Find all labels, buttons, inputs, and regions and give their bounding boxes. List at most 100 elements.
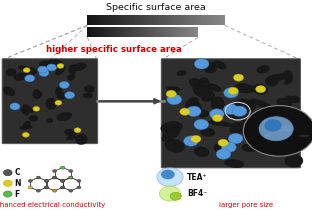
Bar [133, 27, 134, 37]
Circle shape [77, 179, 81, 182]
Circle shape [33, 106, 40, 111]
Bar [101, 27, 103, 37]
Bar [89, 27, 90, 37]
Bar [105, 27, 107, 37]
Circle shape [52, 176, 57, 179]
Bar [202, 15, 204, 25]
Bar [177, 27, 179, 37]
Bar [91, 27, 93, 37]
Bar [144, 27, 145, 37]
Bar [173, 27, 175, 37]
Ellipse shape [224, 159, 244, 168]
Circle shape [52, 189, 57, 192]
Circle shape [44, 179, 49, 182]
Ellipse shape [251, 99, 273, 109]
Circle shape [191, 136, 201, 143]
Ellipse shape [198, 110, 209, 117]
Circle shape [59, 81, 69, 88]
Ellipse shape [222, 106, 241, 119]
Bar [187, 27, 188, 37]
Circle shape [184, 136, 198, 146]
Circle shape [228, 133, 243, 144]
Ellipse shape [34, 91, 42, 96]
Bar [132, 15, 134, 25]
Ellipse shape [20, 126, 32, 129]
Text: BF4⁻: BF4⁻ [187, 189, 207, 198]
Circle shape [61, 186, 65, 189]
Bar [111, 15, 113, 25]
Bar [183, 15, 185, 25]
Bar [156, 15, 158, 25]
Bar [157, 27, 158, 37]
Bar [190, 27, 191, 37]
Bar [180, 27, 182, 37]
Circle shape [39, 69, 49, 76]
Circle shape [212, 114, 222, 122]
Bar [168, 15, 170, 25]
Bar [122, 27, 123, 37]
Bar [166, 27, 168, 37]
Bar [93, 27, 94, 37]
Circle shape [28, 179, 32, 182]
Ellipse shape [234, 99, 256, 112]
Text: enhanced electrical conductivity: enhanced electrical conductivity [0, 202, 105, 208]
Ellipse shape [275, 125, 284, 132]
Bar [128, 27, 129, 37]
Ellipse shape [67, 74, 75, 80]
Ellipse shape [71, 63, 86, 71]
Circle shape [25, 75, 35, 82]
Bar [176, 27, 177, 37]
Bar [173, 15, 175, 25]
Circle shape [36, 189, 41, 192]
Ellipse shape [47, 59, 62, 67]
Ellipse shape [221, 140, 232, 152]
Ellipse shape [267, 74, 288, 81]
Circle shape [22, 132, 29, 137]
Circle shape [77, 186, 81, 189]
Bar [130, 27, 132, 37]
Bar [87, 15, 89, 25]
Bar [120, 15, 122, 25]
Ellipse shape [285, 155, 303, 167]
Circle shape [44, 179, 49, 182]
Bar [172, 15, 173, 25]
Bar [180, 15, 182, 25]
Bar [187, 15, 188, 25]
Bar [177, 15, 178, 25]
Circle shape [46, 64, 56, 71]
Bar [185, 15, 187, 25]
Bar [194, 27, 195, 37]
Circle shape [194, 59, 209, 69]
Bar [206, 15, 207, 25]
Ellipse shape [211, 97, 225, 114]
Bar [100, 27, 101, 37]
Circle shape [243, 106, 312, 156]
Bar [140, 27, 141, 37]
Bar [87, 27, 89, 37]
Text: N: N [15, 179, 21, 188]
Bar [221, 15, 223, 25]
Circle shape [218, 139, 228, 146]
Circle shape [28, 186, 32, 189]
Circle shape [52, 169, 57, 172]
Circle shape [65, 92, 75, 99]
Ellipse shape [271, 123, 280, 128]
Bar [129, 27, 130, 37]
Circle shape [264, 119, 282, 132]
Bar [193, 27, 194, 37]
Bar [134, 15, 135, 25]
Bar [199, 15, 201, 25]
Ellipse shape [40, 61, 51, 68]
Bar [116, 27, 118, 37]
Bar [139, 27, 140, 37]
Ellipse shape [161, 122, 183, 133]
Ellipse shape [208, 120, 232, 126]
Bar [191, 27, 193, 37]
Bar [134, 27, 136, 37]
Circle shape [256, 86, 266, 93]
Circle shape [157, 168, 183, 186]
Bar [99, 15, 101, 25]
Bar [97, 27, 98, 37]
Bar [182, 27, 183, 37]
Bar [195, 27, 197, 37]
